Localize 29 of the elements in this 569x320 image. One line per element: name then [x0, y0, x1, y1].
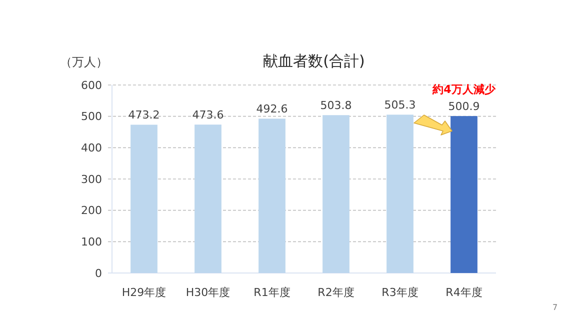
data-label: 473.6	[192, 108, 224, 122]
x-tick-label: R2年度	[318, 286, 354, 299]
y-tick-label: 400	[81, 142, 102, 155]
y-axis-title: （万人）	[60, 55, 108, 69]
bar	[386, 114, 414, 273]
data-label: 500.9	[448, 100, 480, 114]
data-label: 505.3	[384, 98, 416, 112]
bar	[258, 118, 286, 273]
y-tick-label: 200	[81, 204, 102, 218]
x-tick-label: R3年度	[382, 286, 418, 299]
y-tick-label: 100	[81, 236, 102, 249]
y-tick-label: 300	[81, 172, 102, 186]
bar	[130, 124, 158, 273]
x-tick-label: R1年度	[254, 286, 290, 299]
chart-title: 献血者数(合計)	[263, 52, 365, 70]
x-tick-label: H29年度	[122, 286, 166, 299]
x-tick-label: H30年度	[186, 286, 230, 299]
y-tick-label: 0	[95, 266, 102, 280]
y-tick-label: 600	[81, 78, 102, 92]
annotation: 約4万人減少	[432, 83, 496, 96]
y-tick-label: 500	[81, 110, 102, 124]
bar	[450, 116, 478, 273]
data-label: 492.6	[256, 102, 288, 116]
data-label: 503.8	[320, 99, 352, 112]
bar	[194, 124, 222, 273]
x-tick-label: R4年度	[446, 286, 482, 299]
text: 7	[552, 303, 558, 312]
bar	[322, 115, 350, 273]
data-label: 473.2	[128, 108, 160, 122]
